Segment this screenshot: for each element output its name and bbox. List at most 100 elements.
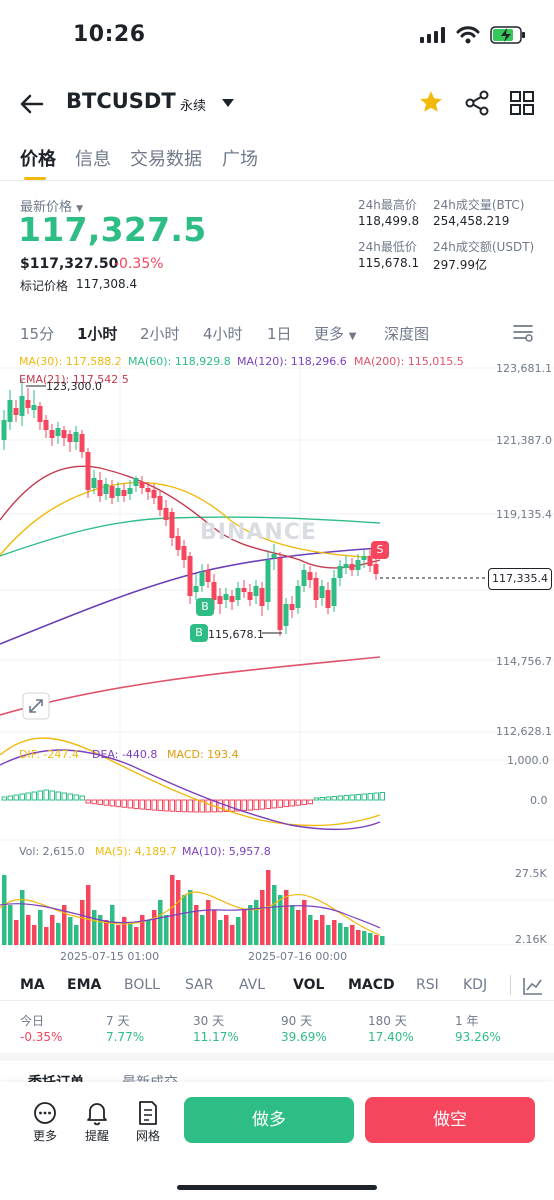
buy-marker-2[interactable]: B <box>190 624 208 642</box>
low-24h-value: 115,678.1 <box>358 256 420 270</box>
macd-bar <box>301 799 307 805</box>
candle-body <box>115 488 121 496</box>
tab-info[interactable]: 信息 <box>75 149 111 170</box>
alert-label[interactable]: 提醒 <box>84 1129 109 1143</box>
macd-bar <box>241 799 247 812</box>
indicator-vol[interactable]: VOL <box>293 977 325 993</box>
candle-body <box>295 586 301 608</box>
ma60-legend: MA(60): 118,929.8 <box>128 355 231 368</box>
macd-bar <box>271 799 277 809</box>
indicator-settings-icon[interactable] <box>522 976 544 996</box>
chart-settings-icon[interactable] <box>512 322 534 342</box>
volume-bar <box>92 910 97 945</box>
candle-body <box>361 556 367 560</box>
macd-bar <box>367 793 373 801</box>
volume-bar <box>350 925 355 945</box>
indicator-kdj[interactable]: KDJ <box>463 977 488 993</box>
macd-bar <box>193 799 199 813</box>
more-label[interactable]: 更多 <box>32 1129 57 1143</box>
symbol-dropdown-icon[interactable] <box>222 99 234 107</box>
macd-bar <box>373 792 379 801</box>
time-axis-2: 2025-07-16 00:00 <box>248 950 348 963</box>
interval-1h[interactable]: 1小时 <box>77 325 118 343</box>
macd-bar <box>103 799 109 806</box>
grid-bot-icon[interactable] <box>137 1100 159 1126</box>
long-button[interactable]: 做多 <box>184 1097 354 1143</box>
indicator-boll[interactable]: BOLL <box>124 977 160 993</box>
candle-body <box>187 556 193 596</box>
grid-label[interactable]: 网格 <box>135 1129 160 1143</box>
sell-marker[interactable]: S <box>371 541 389 559</box>
candle-body <box>367 556 373 566</box>
macd-axis-zero: 0.0 <box>530 794 548 807</box>
layout-grid-icon[interactable] <box>510 91 534 115</box>
perf-90d-label: 90 天 <box>281 1014 313 1028</box>
volume-bar <box>224 915 229 945</box>
ma200-legend: MA(200): 115,015.5 <box>354 355 464 368</box>
back-arrow-icon[interactable] <box>18 90 46 118</box>
candle-body <box>271 554 277 558</box>
ema21-legend: EMA(21): 117,542.5 <box>19 373 129 386</box>
volume-bar <box>134 927 139 945</box>
volume-bar <box>158 900 163 945</box>
indicator-ma[interactable]: MA <box>20 977 45 993</box>
indicator-sar[interactable]: SAR <box>185 977 214 993</box>
volume-bar <box>32 925 37 945</box>
interval-more[interactable]: 更多 ▼ <box>314 325 357 343</box>
contract-type[interactable]: 永续 <box>180 99 207 114</box>
volume-bar <box>44 927 49 945</box>
indicator-ema[interactable]: EMA <box>67 977 102 993</box>
candle-body <box>13 408 19 415</box>
vol-ma5-label: MA(5): 4,189.7 <box>95 845 177 858</box>
candle-body <box>67 434 73 442</box>
binance-watermark: BINANCE <box>200 520 317 545</box>
depth-chart-tab[interactable]: 深度图 <box>384 325 430 343</box>
macd-bar <box>337 795 343 801</box>
symbol-title[interactable]: BTCUSDT <box>66 89 176 113</box>
candle-body <box>199 572 205 586</box>
vol-label: Vol: 2,615.0 <box>19 845 85 858</box>
interval-4h[interactable]: 4小时 <box>203 325 243 343</box>
indicator-avl[interactable]: AVL <box>239 977 266 993</box>
fullscreen-icon[interactable] <box>22 692 50 720</box>
buy-marker-1[interactable]: B <box>196 598 214 616</box>
volume-bar <box>242 910 247 945</box>
candle-body <box>223 594 229 600</box>
candle-body <box>97 480 103 496</box>
volume-bar <box>62 905 67 945</box>
favorite-star-icon[interactable] <box>418 89 444 115</box>
more-icon[interactable] <box>33 1101 57 1125</box>
macd-bar <box>145 799 151 811</box>
candle-body <box>79 434 85 452</box>
candle-body <box>253 586 259 596</box>
macd-bar <box>283 799 289 808</box>
interval-1d[interactable]: 1日 <box>267 325 292 343</box>
last-price-label[interactable]: 最新价格 ▼ <box>20 200 84 215</box>
macd-bar <box>13 794 19 801</box>
current-price-tag: 117,335.4 <box>488 568 552 590</box>
perf-30d-value: 11.17% <box>193 1030 239 1044</box>
volume-bar <box>326 925 331 945</box>
low-annotation: 115,678.1 <box>208 628 264 641</box>
volume-bar <box>26 915 31 945</box>
bell-icon[interactable] <box>85 1100 109 1126</box>
short-button[interactable]: 做空 <box>365 1097 535 1143</box>
tab-price[interactable]: 价格 <box>20 149 56 170</box>
macd-bar <box>61 792 67 801</box>
interval-2h[interactable]: 2小时 <box>140 325 180 343</box>
perf-today-label: 今日 <box>20 1014 45 1028</box>
macd-dif-label: DIF: -247.4 <box>19 748 79 761</box>
volume-bar <box>98 915 103 945</box>
candle-body <box>25 400 31 408</box>
volume-bar <box>20 890 25 945</box>
candle-body <box>43 420 49 430</box>
candle-body <box>301 570 307 586</box>
tab-trading-data[interactable]: 交易数据 <box>130 149 202 170</box>
share-icon[interactable] <box>464 90 490 116</box>
kline-chart[interactable] <box>0 360 554 960</box>
vol-axis-bottom: 2.16K <box>515 933 547 946</box>
indicator-macd[interactable]: MACD <box>348 977 395 993</box>
interval-15m[interactable]: 15分 <box>20 325 55 343</box>
indicator-rsi[interactable]: RSI <box>416 977 439 993</box>
tab-square[interactable]: 广场 <box>222 149 258 170</box>
